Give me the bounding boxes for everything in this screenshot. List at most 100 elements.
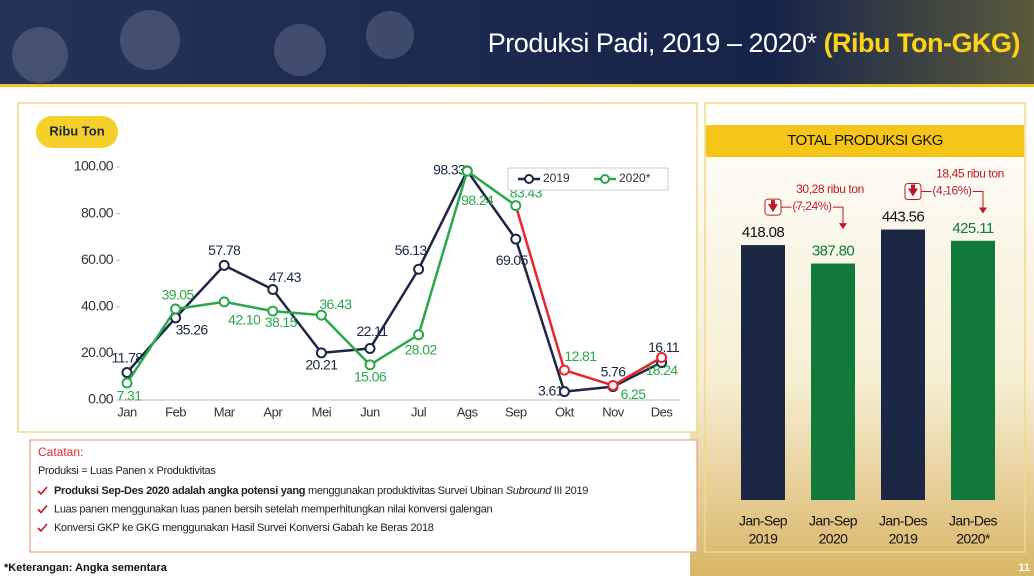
note-part: Luas panen menggunakan luas panen bersih… — [54, 503, 493, 515]
data-point — [267, 283, 279, 295]
x-tick-label: Apr — [263, 404, 283, 419]
data-label: 6.25 — [621, 386, 647, 402]
bar-chart: 418.08 Jan-Sep 2019 387.80 Jan-Sep 2020 443.56… — [739, 167, 1004, 547]
note-part: menggunakan produktivitas Survei Ubinan — [305, 485, 506, 497]
x-tick-label: Des — [651, 404, 674, 419]
annotation-arrow — [839, 223, 847, 230]
legend-box — [507, 167, 669, 191]
x-tick-label: Jan-Des — [949, 513, 998, 529]
x-tick-label: Mar — [214, 404, 236, 419]
note-item: Konversi GKP ke GKG menggunakan Hasil Su… — [54, 522, 434, 534]
data-label: 39.05 — [162, 287, 195, 303]
y-tick-label: 100.00 — [74, 158, 114, 174]
data-label: 5.76 — [601, 363, 627, 379]
data-point — [413, 263, 425, 275]
data-label: 20.21 — [305, 357, 338, 373]
annotation-arrow — [979, 207, 987, 214]
bar-title: TOTAL PRODUKSI GKG — [787, 132, 943, 149]
bar-title-band — [706, 125, 1024, 157]
x-tick-label: Feb — [165, 404, 186, 419]
data-point — [315, 347, 327, 359]
bar-panel — [704, 102, 1026, 553]
annotation-connector — [781, 206, 844, 228]
title-text: Produksi Padi, 2019 – 2020* — [488, 28, 818, 58]
y-tick-label: 0.00 — [88, 391, 114, 407]
bar — [811, 263, 855, 500]
notes-box — [29, 439, 698, 553]
y-tick-label: 60.00 — [81, 251, 114, 267]
legend-marker — [524, 174, 534, 184]
down-icon — [768, 200, 778, 213]
data-point — [170, 303, 182, 315]
x-tick-label: Jan — [117, 404, 137, 419]
check-icon — [37, 486, 48, 496]
bar — [881, 229, 925, 500]
data-label: 42.10 — [228, 312, 261, 328]
bar — [741, 245, 785, 500]
data-point — [267, 305, 279, 317]
bar-value-label: 418.08 — [742, 224, 785, 241]
note-part: Produksi Sep-Des 2020 adalah angka poten… — [54, 485, 305, 497]
x-tick-label: Nov — [602, 404, 625, 419]
footer-note: *Keterangan: Angka sementara — [4, 562, 168, 574]
data-point — [121, 377, 133, 389]
data-point — [461, 165, 473, 177]
series-line — [126, 169, 663, 393]
data-label: 28.02 — [405, 341, 438, 357]
data-label: 16.11 — [648, 339, 680, 355]
data-label: 98.33 — [433, 162, 466, 178]
bar-value-label: 425.11 — [952, 220, 993, 237]
page-number: 11 — [1018, 562, 1030, 574]
x-tick-label: Mei — [312, 404, 332, 419]
line-chart: 0.00 20.00 40.00 60.00 80.00 100.00 Jan Feb Mar A… — [74, 158, 681, 420]
annotation-text: 18,45 ribu ton — [936, 167, 1004, 181]
data-point — [558, 386, 570, 398]
annotation-text: 30,28 ribu ton — [796, 182, 864, 196]
data-label: 57.78 — [208, 242, 241, 258]
x-tick-label: Okt — [555, 404, 575, 419]
series-line — [514, 205, 663, 387]
unit-badge-text: Ribu Ton — [49, 123, 104, 138]
note-part: Konversi GKP ke GKG menggunakan Hasil Su… — [54, 522, 434, 534]
data-label: 35.26 — [176, 322, 209, 338]
data-label: 15.06 — [354, 369, 387, 385]
data-point — [558, 364, 570, 376]
data-label: 7.31 — [117, 388, 143, 404]
data-point — [510, 200, 522, 212]
x-tick-label: 2019 — [749, 531, 779, 547]
note-part: Subround — [506, 485, 552, 497]
x-tick-label: Jan-Des — [879, 513, 928, 529]
header-rule — [0, 84, 1034, 87]
title-unit: (Ribu Ton-GKG) — [824, 28, 1020, 58]
data-label: 69.05 — [496, 252, 529, 268]
note-item: Luas panen menggunakan luas panen bersih… — [54, 503, 493, 515]
x-tick-label: Sep — [505, 404, 527, 419]
bar-value-label: 387.80 — [812, 243, 855, 260]
legend-marker — [600, 174, 610, 184]
data-point — [315, 309, 327, 321]
data-point — [413, 329, 425, 341]
x-tick-label: 2020* — [956, 531, 991, 547]
down-icon — [908, 184, 918, 197]
x-tick-label: Jan-Sep — [739, 513, 788, 529]
header-band — [0, 0, 1034, 84]
data-point — [364, 342, 376, 354]
data-point — [218, 259, 230, 271]
data-point — [510, 233, 522, 245]
annotation-connector — [921, 191, 984, 212]
data-point — [218, 296, 230, 308]
data-label: 12.81 — [564, 348, 597, 364]
data-point — [607, 379, 619, 391]
notes-list: Produksi Sep-Des 2020 adalah angka poten… — [37, 485, 589, 534]
unit-badge — [36, 116, 118, 148]
x-tick-label: Jan-Sep — [809, 513, 858, 529]
annotation-change: (7,24%) — [792, 199, 832, 213]
bar-value-label: 443.56 — [882, 209, 925, 226]
x-tick-label: Jun — [360, 404, 380, 419]
legend-label: 2019 — [543, 171, 570, 185]
data-label: 18.24 — [646, 362, 679, 378]
check-icon — [37, 504, 48, 514]
data-point — [364, 359, 376, 371]
data-label: 47.43 — [269, 269, 302, 285]
